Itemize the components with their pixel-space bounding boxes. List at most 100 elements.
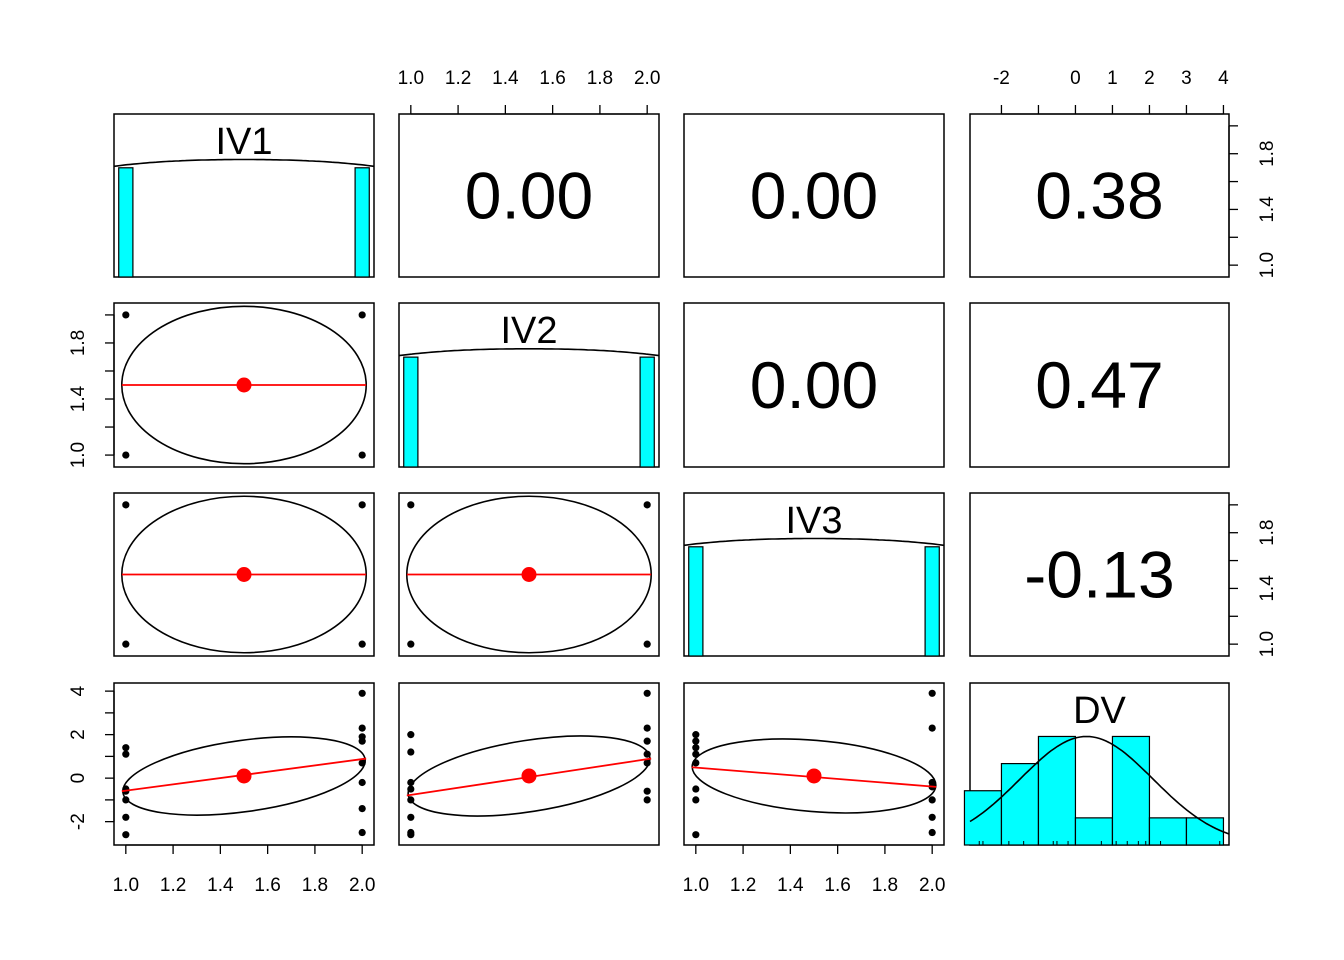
histogram-bar-DV-2 [1037, 735, 1077, 846]
correlation-value-1-3: 0.47 [1035, 348, 1163, 422]
correlation-value-0-1: 0.00 [465, 159, 593, 233]
mean-point-3-0 [236, 768, 252, 784]
panel-frame-1-1 [398, 302, 660, 468]
panel-frame-0-0 [113, 113, 375, 278]
data-point-3-0-4 [122, 796, 130, 804]
bottom-axis-label-2-3: 1.6 [824, 875, 850, 896]
histogram-bar-IV3-1 [924, 546, 940, 657]
bottom-axis-label-0-1: 1.2 [160, 875, 186, 896]
right-axis-label-2-1: 1.4 [1257, 575, 1278, 602]
bottom-axis-label-0-4: 1.8 [302, 875, 328, 896]
left-axis-label-3-1: 0 [68, 773, 89, 784]
data-point-3-2-13 [928, 813, 936, 821]
data-point-3-1-13 [643, 787, 651, 795]
data-point-3-1-8 [643, 689, 651, 697]
correlation-value-1-2: 0.00 [750, 348, 878, 422]
data-point-3-0-1 [122, 750, 130, 758]
left-axis-label-1-1: 1.4 [68, 385, 89, 412]
data-point-3-1-3 [407, 785, 415, 793]
panel-frame-1-2 [683, 302, 945, 468]
data-point-2-0-1 [122, 501, 130, 509]
data-point-3-2-6 [692, 796, 700, 804]
histogram-bar-IV1-0 [118, 167, 134, 278]
top-axis-label-1-4: 1.8 [587, 68, 613, 89]
data-point-2-0-2 [358, 640, 366, 648]
panel-frame-2-2 [683, 492, 945, 657]
density-curve-IV3 [683, 537, 945, 547]
bottom-axis-label-0-2: 1.4 [207, 875, 234, 896]
density-curve-DV [969, 735, 1230, 835]
data-point-3-1-0 [407, 731, 415, 739]
variable-label-IV3: IV3 [785, 500, 842, 542]
data-point-1-0-2 [358, 451, 366, 459]
data-point-3-1-12 [643, 759, 651, 767]
top-axis-label-3-4: 3 [1181, 68, 1192, 89]
right-axis-label-0-2: 1.8 [1257, 141, 1278, 167]
data-point-3-1-4 [407, 796, 415, 804]
histogram-bar-IV2-0 [403, 356, 419, 468]
bottom-axis-label-2-4: 1.8 [872, 875, 898, 896]
data-point-3-2-0 [692, 731, 700, 739]
right-axis-label-0-0: 1.0 [1257, 252, 1278, 278]
top-axis-label-3-0: -2 [993, 68, 1010, 89]
data-point-1-0-0 [122, 451, 130, 459]
mean-point-2-0 [236, 567, 252, 582]
data-point-1-0-1 [122, 311, 130, 319]
bottom-axis-label-2-1: 1.2 [730, 875, 756, 896]
top-axis-label-3-5: 4 [1218, 68, 1229, 89]
data-point-3-0-7 [358, 689, 366, 697]
data-point-1-0-3 [358, 311, 366, 319]
left-axis-label-3-3: 4 [68, 685, 89, 696]
mean-point-2-1 [521, 567, 537, 582]
data-point-3-0-10 [358, 737, 366, 745]
top-axis-label-1-5: 2.0 [634, 68, 660, 89]
data-point-3-1-9 [643, 724, 651, 732]
variable-label-IV1: IV1 [215, 121, 272, 163]
panel-frame-3-1 [398, 682, 660, 846]
top-axis-label-1-0: 1.0 [398, 68, 424, 89]
panel-frame-3-2 [683, 682, 945, 846]
right-axis-label-0-1: 1.4 [1257, 196, 1278, 223]
data-point-3-1-5 [407, 813, 415, 821]
data-point-2-1-3 [643, 501, 651, 509]
data-point-3-2-8 [928, 689, 936, 697]
data-point-3-2-1 [692, 737, 700, 745]
correlation-value-2-3: -0.13 [1024, 538, 1174, 612]
bottom-axis-label-2-0: 1.0 [683, 875, 709, 896]
right-axis-label-2-0: 1.0 [1257, 631, 1278, 657]
histogram-bar-IV2-1 [639, 356, 655, 468]
data-point-3-2-12 [928, 796, 936, 804]
correlation-value-0-3: 0.38 [1035, 159, 1163, 233]
mean-point-3-1 [521, 768, 537, 784]
histogram-bar-DV-1 [1000, 762, 1040, 846]
data-point-3-2-14 [928, 828, 936, 837]
data-point-3-0-14 [358, 828, 366, 837]
confidence-ellipse-2-1 [405, 495, 652, 654]
data-point-2-1-0 [407, 640, 415, 648]
data-point-3-2-5 [692, 785, 700, 793]
data-point-3-0-13 [358, 804, 366, 813]
data-point-3-0-11 [358, 759, 366, 767]
data-point-2-0-0 [122, 640, 130, 648]
histogram-bar-IV1-1 [354, 167, 370, 278]
histogram-bar-DV-0 [963, 790, 1003, 846]
data-point-3-1-1 [407, 748, 415, 756]
density-curve-IV1 [113, 158, 375, 168]
data-point-3-1-7 [407, 831, 415, 839]
data-point-3-0-0 [122, 744, 130, 752]
bottom-axis-label-0-3: 1.6 [254, 875, 280, 896]
data-point-3-0-12 [358, 778, 366, 787]
data-point-3-1-2 [407, 778, 415, 787]
top-axis-label-3-3: 2 [1144, 68, 1155, 89]
bottom-axis-label-0-0: 1.0 [113, 875, 139, 896]
variable-label-DV: DV [1073, 690, 1126, 732]
density-curve-IV2 [398, 347, 660, 357]
panel-frame-2-0 [113, 492, 375, 657]
bottom-axis-label-2-5: 2.0 [919, 875, 945, 896]
variable-label-IV2: IV2 [500, 310, 557, 352]
data-point-2-1-1 [407, 501, 415, 509]
histogram-bar-IV3-0 [688, 546, 704, 657]
bottom-axis-label-0-5: 2.0 [349, 875, 375, 896]
histogram-bar-DV-3 [1074, 817, 1114, 846]
